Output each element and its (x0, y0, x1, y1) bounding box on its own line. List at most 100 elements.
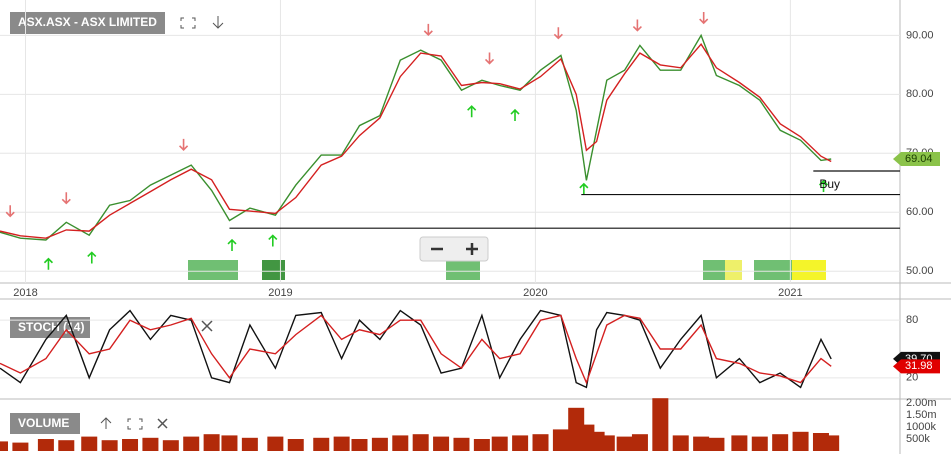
volume-bar (652, 398, 669, 451)
y-tick-label: 50.00 (906, 265, 934, 277)
volume-bar (58, 440, 75, 451)
x-tick-label: 2018 (13, 287, 37, 299)
download-icon[interactable] (212, 16, 224, 29)
volume-bar (412, 434, 429, 451)
volume-bar (751, 436, 768, 451)
signal-box (754, 260, 792, 280)
sell-signal (5, 205, 15, 218)
volume-bar (708, 437, 725, 451)
volume-bar (823, 435, 840, 451)
volume-bar (433, 436, 450, 451)
series-line (0, 33, 832, 241)
title-box (10, 413, 80, 434)
expand-icon[interactable] (180, 17, 196, 29)
sell-signal (61, 192, 71, 205)
x-tick-label: 2021 (778, 287, 802, 299)
sell-signal (632, 19, 642, 32)
x-tick-label: 2019 (268, 287, 292, 299)
volume-bar (101, 440, 118, 451)
volume-bar (473, 439, 490, 451)
volume-bar (631, 434, 648, 451)
signal-box (188, 260, 238, 280)
volume-bar (392, 435, 409, 451)
volume-bar (287, 439, 304, 451)
buy-signal (579, 182, 589, 195)
close-icon[interactable] (157, 418, 168, 429)
title-box (10, 12, 165, 34)
sell-signal (699, 12, 709, 25)
buy-signal (87, 251, 97, 264)
volume-bar (142, 437, 159, 451)
signal-box (792, 260, 826, 280)
signal-box (446, 260, 480, 280)
buy-signal (227, 238, 237, 251)
volume-bar (552, 429, 569, 451)
close-icon[interactable] (201, 320, 213, 332)
volume-bar (532, 434, 549, 451)
volume-bar (616, 436, 633, 451)
buy-signal (510, 108, 520, 122)
chart-title: ASX.ASX - ASX LIMITED (18, 15, 157, 29)
indicator-title: VOLUME (18, 416, 69, 430)
volume-bar (183, 436, 200, 451)
x-tick-label: 2020 (523, 287, 547, 299)
volume-bar (693, 436, 710, 451)
buy-signal (467, 105, 477, 118)
y-tick-label: 80 (906, 314, 918, 326)
price-tag-label: 69.04 (905, 153, 933, 165)
volume-bar (731, 435, 748, 451)
volume-bar (12, 442, 29, 451)
price-tag (893, 151, 940, 166)
volume-bar (453, 437, 470, 451)
sell-signal (553, 27, 563, 40)
y-tick-label: 1.50m (906, 409, 937, 421)
volume-bar (672, 435, 689, 451)
volume-bar (313, 437, 330, 451)
volume-bar (371, 437, 388, 451)
y-tick-label: 500k (906, 433, 930, 445)
y-tick-label: 1000k (906, 421, 936, 433)
sell-signal (484, 52, 495, 65)
signal-box (725, 260, 742, 280)
volume-bar (203, 434, 220, 451)
y-tick-label: 2.00m (906, 397, 937, 409)
volume-bar (598, 435, 615, 451)
y-tick-label: 20 (906, 372, 918, 384)
signal-box (703, 260, 725, 280)
move-up-icon[interactable] (100, 417, 112, 429)
buy-signal (43, 257, 54, 270)
buy-signal (818, 179, 829, 193)
volume-bar (267, 436, 284, 451)
annotation: Buy (819, 177, 840, 191)
volume-bar (0, 441, 8, 451)
volume-bar (221, 435, 238, 451)
volume-bar (512, 435, 529, 451)
volume-bar (792, 431, 809, 451)
signal-boxes (188, 260, 826, 280)
y-tick-label: 60.00 (906, 206, 934, 218)
expand-icon[interactable] (127, 418, 143, 430)
y-tick-label: 90.00 (906, 29, 934, 41)
value-tag (893, 359, 940, 374)
volume-bar (333, 436, 350, 451)
y-tick-label: 80.00 (906, 88, 934, 100)
buy-signal (268, 234, 278, 247)
volume-bar (81, 436, 98, 451)
volume-bar (351, 439, 368, 451)
volume-bar (241, 437, 258, 451)
series-line (0, 309, 832, 389)
zoom-in-button[interactable] (466, 243, 478, 255)
sell-signal (179, 138, 189, 151)
signal-box (262, 260, 285, 280)
series-line (0, 43, 832, 239)
volume-bar (491, 436, 508, 451)
volume-bar (162, 440, 179, 451)
value-tag-label: 31.98 (905, 360, 933, 372)
volume-bar (122, 439, 139, 451)
volume-bar (772, 434, 789, 451)
volume-bar (37, 439, 54, 451)
sell-signal (423, 23, 433, 37)
